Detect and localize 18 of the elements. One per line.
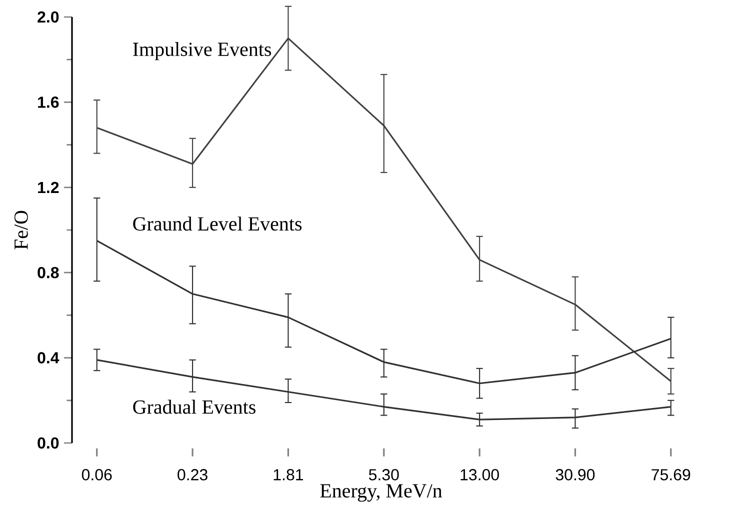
y-axis-title: Fe/O <box>14 210 28 250</box>
series-label: Graund Level Events <box>133 216 302 231</box>
x-tick-label: 13.00 <box>460 469 499 480</box>
y-tick-label: 0.8 <box>38 266 59 278</box>
y-tick-label: 0.0 <box>38 437 59 449</box>
y-tick-label: 1.6 <box>38 96 59 108</box>
y-tick-label: 0.4 <box>38 352 60 364</box>
x-axis-title: Energy, MeV/n <box>320 484 442 502</box>
series-label: Impulsive Events <box>133 42 272 60</box>
y-tick-label: 1.2 <box>38 182 59 193</box>
x-tick-label: 5.30 <box>368 469 399 480</box>
series-label: Gradual Events <box>133 400 256 414</box>
x-tick-label: 1.81 <box>274 469 303 480</box>
x-tick-label: 30.90 <box>556 469 595 480</box>
x-tick-label: 75.69 <box>652 469 690 480</box>
x-tick-label: 0.23 <box>178 469 208 480</box>
y-tick-label: 2.0 <box>38 11 59 23</box>
x-tick-label: 0.06 <box>82 469 112 480</box>
